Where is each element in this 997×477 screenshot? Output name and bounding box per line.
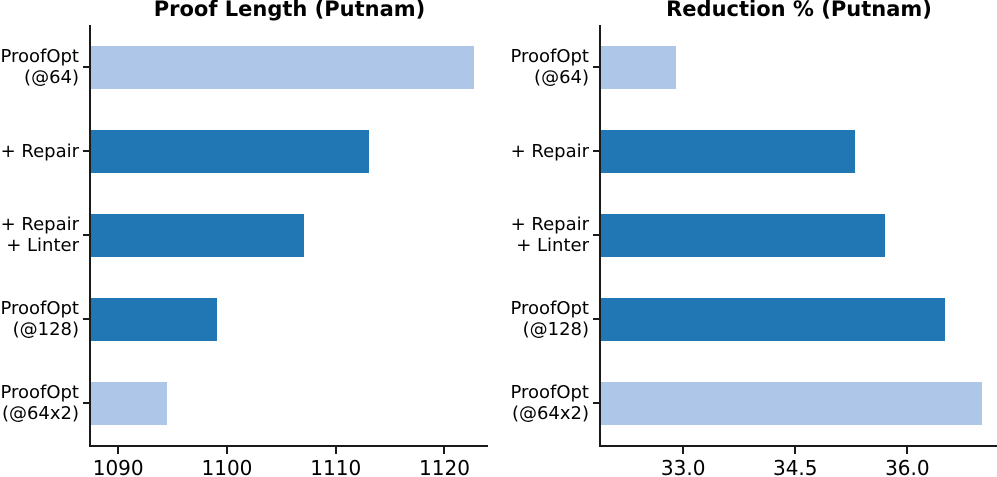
y-tick-label: ProofOpt (@64x2) bbox=[489, 382, 589, 424]
y-tick-mark bbox=[83, 66, 89, 68]
y-axis bbox=[89, 25, 91, 447]
y-tick-label-line: (@128) bbox=[12, 319, 79, 340]
x-tick-label: 1120 bbox=[419, 456, 470, 477]
bar-proofopt-128- bbox=[601, 298, 945, 341]
bar--repair bbox=[601, 130, 855, 173]
x-tick-label: 36.0 bbox=[885, 456, 930, 477]
x-tick-label: 1090 bbox=[92, 456, 144, 477]
x-tick-mark bbox=[682, 447, 685, 454]
bar--repair-linter bbox=[601, 214, 885, 257]
bar-proofopt-64x2- bbox=[91, 382, 167, 425]
y-tick-label-line: ProofOpt bbox=[510, 46, 589, 67]
y-tick-label-line: + Repair bbox=[0, 141, 79, 162]
bar--repair bbox=[91, 130, 369, 173]
y-tick-label: + Repair bbox=[0, 141, 79, 162]
x-tick-label: 1110 bbox=[310, 456, 362, 477]
y-tick-mark bbox=[83, 402, 89, 404]
y-axis bbox=[599, 25, 601, 447]
y-tick-mark bbox=[593, 150, 599, 152]
chart-title: Proof Length (Putnam) bbox=[153, 0, 426, 21]
bar--repair-linter bbox=[91, 214, 304, 257]
y-tick-label: ProofOpt (@64) bbox=[0, 46, 79, 88]
bar-proofopt-128- bbox=[91, 298, 217, 341]
y-tick-label-line: (@128) bbox=[522, 319, 589, 340]
y-tick-label: + Repair + Linter bbox=[489, 214, 589, 256]
y-tick-mark bbox=[83, 234, 89, 236]
y-tick-label-line: (@64x2) bbox=[511, 403, 589, 424]
x-tick-mark bbox=[334, 447, 337, 454]
y-tick-mark bbox=[83, 150, 89, 152]
x-tick-mark bbox=[225, 447, 228, 454]
x-tick-label: 33.0 bbox=[660, 456, 706, 477]
y-tick-mark bbox=[593, 66, 599, 68]
y-tick-label-line: + Linter bbox=[6, 235, 79, 256]
y-tick-mark bbox=[593, 318, 599, 320]
y-tick-label-line: + Linter bbox=[516, 235, 589, 256]
y-tick-label: + Repair + Linter bbox=[0, 214, 79, 256]
bar-proofopt-64- bbox=[91, 46, 474, 89]
y-tick-label: ProofOpt (@64) bbox=[489, 46, 589, 88]
x-tick-mark bbox=[794, 447, 797, 454]
x-tick-mark bbox=[906, 447, 909, 454]
y-tick-label-line: ProofOpt bbox=[510, 298, 589, 319]
chart-title: Reduction % (Putnam) bbox=[666, 0, 932, 21]
y-tick-label-line: ProofOpt bbox=[0, 382, 79, 403]
y-tick-label-line: + Repair bbox=[0, 214, 79, 235]
y-tick-mark bbox=[83, 318, 89, 320]
bar-proofopt-64- bbox=[601, 46, 676, 89]
bar-proofopt-64x2- bbox=[601, 382, 982, 425]
x-tick-label: 1100 bbox=[201, 456, 253, 477]
y-tick-label-line: ProofOpt bbox=[0, 298, 79, 319]
x-axis bbox=[599, 445, 997, 447]
y-tick-label-line: (@64) bbox=[24, 67, 79, 88]
x-tick-mark bbox=[117, 447, 120, 454]
y-tick-label-line: ProofOpt bbox=[0, 46, 79, 67]
x-axis bbox=[89, 445, 488, 447]
y-tick-label-line: (@64) bbox=[534, 67, 589, 88]
x-tick-label: 34.5 bbox=[772, 456, 818, 477]
y-tick-label: ProofOpt (@64x2) bbox=[0, 382, 79, 424]
y-tick-mark bbox=[593, 402, 599, 404]
y-tick-label: + Repair bbox=[489, 141, 589, 162]
y-tick-label-line: + Repair bbox=[510, 141, 589, 162]
y-tick-label-line: (@64x2) bbox=[1, 403, 79, 424]
y-tick-label: ProofOpt (@128) bbox=[0, 298, 79, 340]
y-tick-mark bbox=[593, 234, 599, 236]
x-tick-mark bbox=[443, 447, 446, 454]
y-tick-label-line: + Repair bbox=[510, 214, 589, 235]
y-tick-label-line: ProofOpt bbox=[510, 382, 589, 403]
y-tick-label: ProofOpt (@128) bbox=[489, 298, 589, 340]
